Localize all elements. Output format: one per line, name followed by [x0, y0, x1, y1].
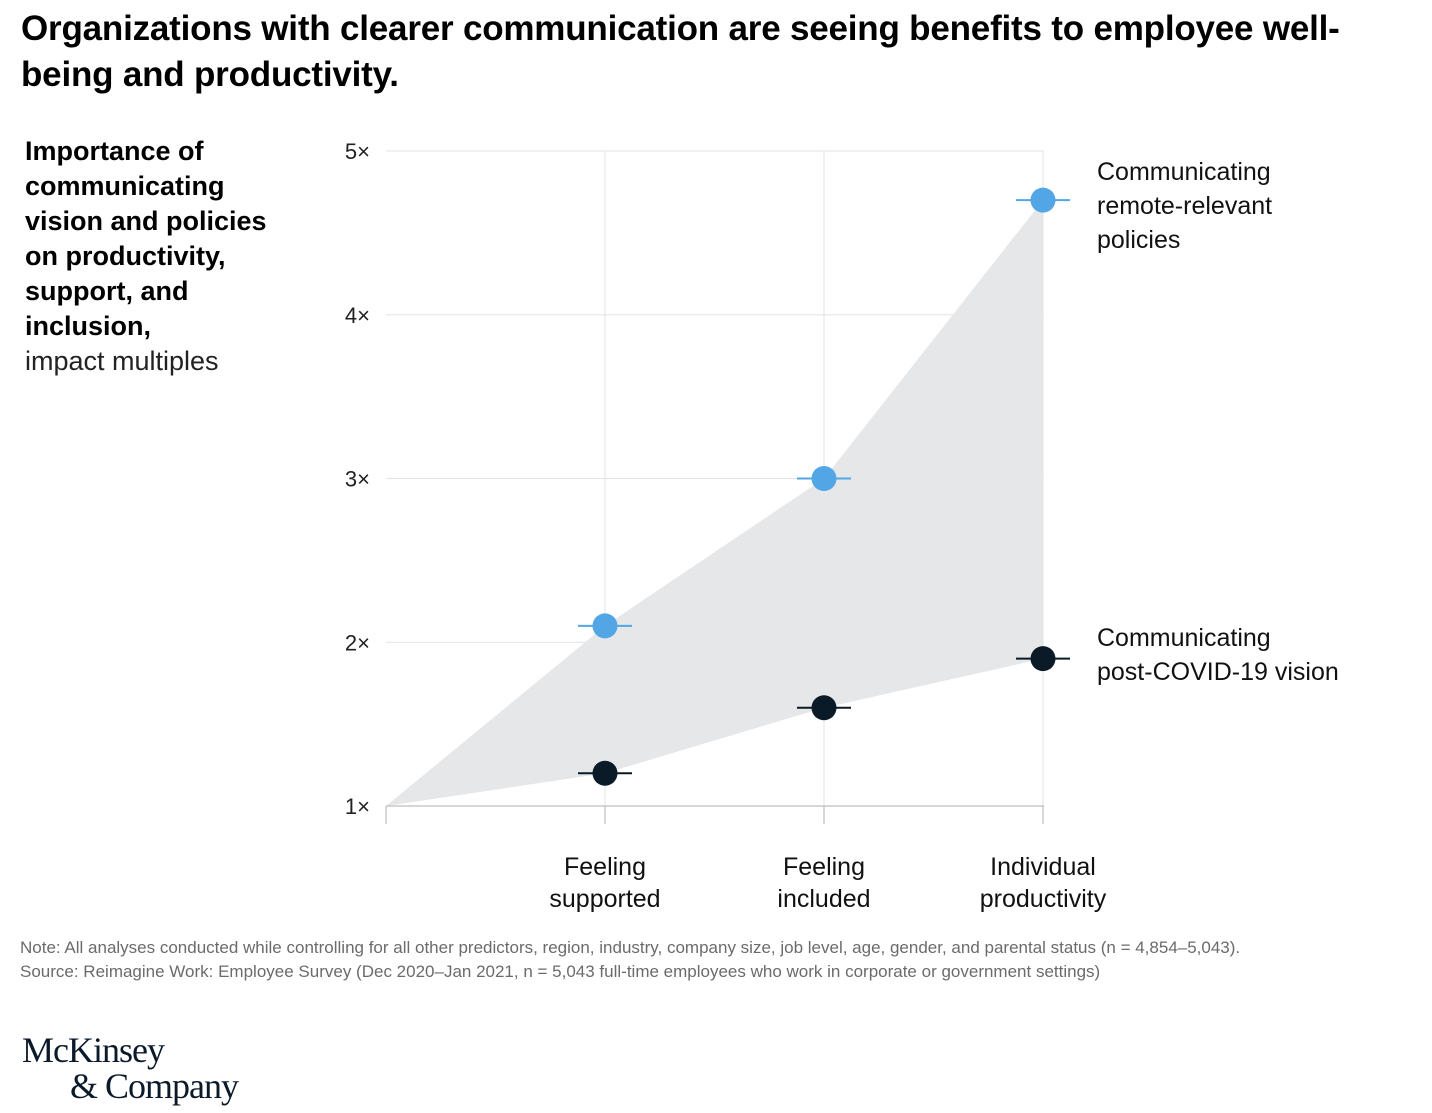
- note-text: Note: All analyses conducted while contr…: [20, 938, 1241, 957]
- y-tick-label-2: 3×: [345, 467, 370, 492]
- series-label: policies: [1097, 226, 1180, 254]
- x-category-label: Feeling: [564, 853, 646, 881]
- y-axis-label: Importance of communicating vision and p…: [25, 134, 295, 379]
- y-axis-label-unit: impact multiples: [25, 346, 219, 376]
- data-point: [592, 760, 618, 786]
- source-text: Source: Reimagine Work: Employee Survey …: [20, 962, 1101, 981]
- x-category-label: Individual: [990, 853, 1096, 881]
- data-point: [811, 695, 837, 721]
- series-label: Communicating: [1097, 624, 1271, 652]
- mckinsey-logo: McKinsey & Company: [22, 1030, 239, 1106]
- y-tick-label-4: 5×: [345, 139, 370, 164]
- data-point: [1030, 187, 1056, 213]
- x-category-label: supported: [549, 885, 660, 913]
- x-category-label: productivity: [980, 885, 1107, 913]
- series-label: remote-relevant: [1097, 192, 1272, 220]
- x-category-label: Feeling: [783, 853, 865, 881]
- shaded-band: [386, 200, 1043, 806]
- footnote: Note: All analyses conducted while contr…: [20, 936, 1420, 984]
- series-label: Communicating: [1097, 158, 1271, 186]
- y-tick-label-0: 1×: [345, 794, 370, 819]
- data-point: [1030, 646, 1056, 672]
- x-category-label: included: [777, 885, 870, 913]
- y-tick-label-1: 2×: [345, 630, 370, 655]
- chart-plot: 1× 2× 3× 4× 5× Feeling supported Feeling include…: [345, 139, 1339, 913]
- y-axis-label-bold: Importance of communicating vision and p…: [25, 136, 267, 341]
- chart-title: Organizations with clearer communication…: [21, 9, 1340, 94]
- logo-line-1: McKinsey: [22, 1030, 165, 1070]
- data-point: [592, 613, 618, 639]
- logo-line-2: & Company: [70, 1066, 239, 1106]
- series-label: post-COVID-19 vision: [1097, 658, 1339, 686]
- data-point: [811, 466, 837, 491]
- y-tick-label-3: 4×: [345, 303, 370, 328]
